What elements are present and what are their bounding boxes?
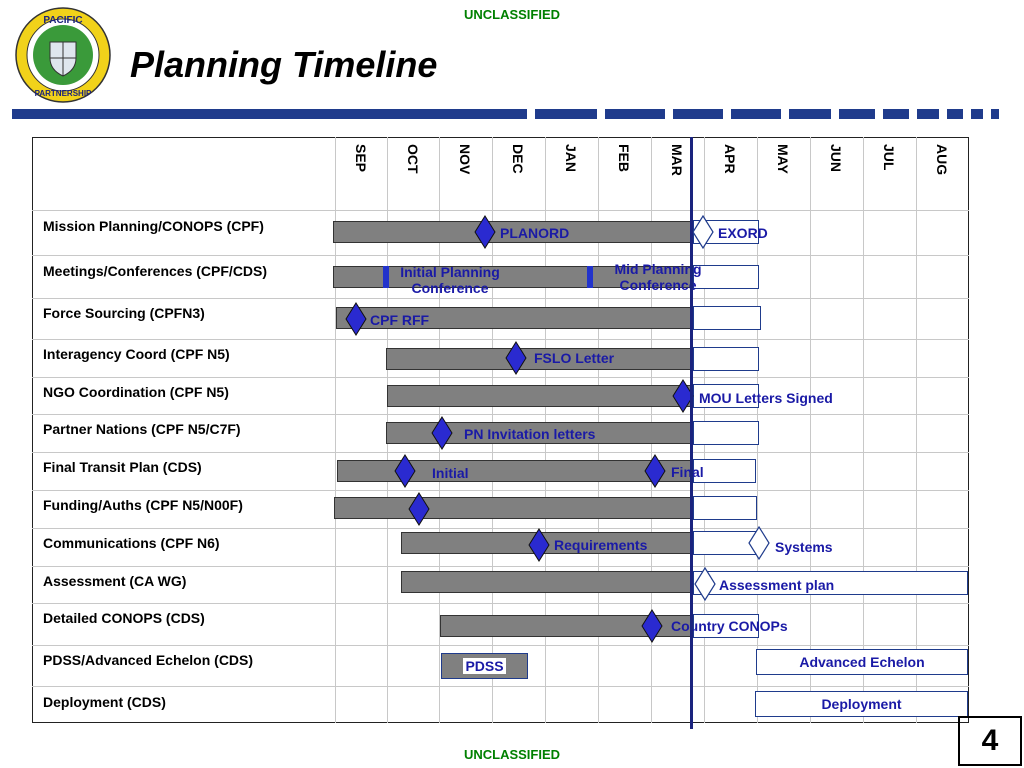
row-label-funding: Funding/Auths (CPF N5/N00F) (43, 497, 243, 513)
bar-advanced-echelon: Advanced Echelon (756, 649, 968, 675)
month-dec: DEC (510, 144, 526, 174)
diamond-cpf-rff (345, 302, 367, 336)
label-pn-invitation: PN Invitation letters (464, 426, 596, 442)
bar-pdss: PDSS (441, 653, 528, 679)
future-bar-interagency (693, 347, 759, 371)
gantt-bar-funding (334, 497, 693, 519)
label-exord: EXORD (718, 225, 768, 241)
month-may: MAY (775, 144, 791, 174)
diamond-requirements (528, 528, 550, 562)
label-fslo-letter: FSLO Letter (534, 350, 615, 366)
row-label-assessment: Assessment (CA WG) (43, 573, 187, 589)
month-oct: OCT (405, 144, 421, 174)
month-apr: APR (722, 144, 738, 174)
page-number: 4 (958, 716, 1022, 766)
row-label-interagency: Interagency Coord (CPF N5) (43, 346, 230, 362)
month-feb: FEB (616, 144, 632, 172)
label-assessment-plan: Assessment plan (719, 577, 835, 593)
marker-initial-planning (383, 266, 389, 288)
diamond-country-conops (641, 609, 663, 643)
logo-bottom-text: PARTNERSHIP (35, 89, 92, 98)
month-jan: JAN (563, 144, 579, 173)
label-requirements: Requirements (554, 537, 648, 553)
bar-deployment: Deployment (755, 691, 968, 717)
diamond-exord (692, 215, 714, 249)
page-title: Planning Timeline (130, 44, 438, 85)
label-advanced-echelon: Advanced Echelon (799, 654, 925, 670)
row-label-ngo: NGO Coordination (CPF N5) (43, 384, 229, 400)
future-bar-communications (693, 531, 756, 555)
diamond-final (644, 454, 666, 488)
row-label-final-transit: Final Transit Plan (CDS) (43, 459, 202, 475)
diamond-initial (394, 454, 416, 488)
month-jul: JUL (881, 144, 897, 171)
future-bar-detailed-conops (693, 614, 759, 638)
future-bar-assessment (693, 571, 968, 595)
row-label-mission-planning: Mission Planning/CONOPS (CPF) (43, 218, 264, 234)
future-bar-ngo (693, 384, 759, 408)
gantt-bar-final-transit (337, 460, 693, 482)
classification-bottom: UNCLASSIFIED (463, 747, 561, 762)
classification-top: UNCLASSIFIED (463, 7, 561, 22)
row-label-pdss: PDSS/Advanced Echelon (CDS) (43, 652, 254, 668)
row-label-communications: Communications (CPF N6) (43, 535, 220, 551)
gantt-bar-assessment (401, 571, 693, 593)
label-initial-planning: Initial Planning Conference (400, 264, 500, 296)
label-initial: Initial (432, 465, 469, 481)
diamond-pn-invitation (431, 416, 453, 450)
month-mar: MAR (669, 144, 685, 176)
row-label-detailed-conops: Detailed CONOPS (CDS) (43, 610, 205, 626)
label-deployment: Deployment (821, 696, 902, 712)
label-mid-planning: Mid Planning Conference (614, 261, 702, 293)
month-sep: SEP (353, 144, 369, 173)
gantt-bar-ngo (387, 385, 693, 407)
future-bar-final-transit (693, 459, 756, 483)
month-jun: JUN (828, 144, 844, 173)
pacific-partnership-logo: PACIFIC PARTNERSHIP (15, 7, 111, 103)
future-bar-meetings (693, 265, 759, 289)
month-aug: AUG (934, 144, 950, 176)
label-pdss: PDSS (463, 658, 506, 674)
label-country-conops: Country CONOPs (671, 618, 788, 634)
diamond-mou-letters (672, 379, 694, 413)
diamond-planord (474, 215, 496, 249)
current-date-line (690, 137, 693, 729)
label-systems: Systems (775, 539, 833, 555)
diamond-systems (748, 526, 770, 560)
label-mou-letters: MOU Letters Signed (699, 390, 833, 406)
row-label-deployment: Deployment (CDS) (43, 694, 166, 710)
diamond-funding (408, 492, 430, 526)
diamond-fslo-letter (505, 341, 527, 375)
row-label-partner-nations: Partner Nations (CPF N5/C7F) (43, 421, 241, 437)
label-cpf-rff: CPF RFF (370, 312, 430, 328)
timeline-table (32, 137, 969, 723)
logo-top-text: PACIFIC (43, 15, 82, 26)
month-nov: NOV (457, 144, 473, 175)
diamond-assessment-plan (694, 567, 716, 601)
marker-mid-planning (587, 266, 593, 288)
future-bar-funding (693, 496, 757, 520)
future-bar-partner-nations (693, 421, 759, 445)
label-planord: PLANORD (500, 225, 570, 241)
future-bar-force-sourcing (693, 306, 761, 330)
row-label-force-sourcing: Force Sourcing (CPFN3) (43, 305, 205, 321)
label-final: Final (671, 464, 704, 480)
row-label-meetings: Meetings/Conferences (CPF/CDS) (43, 263, 268, 279)
